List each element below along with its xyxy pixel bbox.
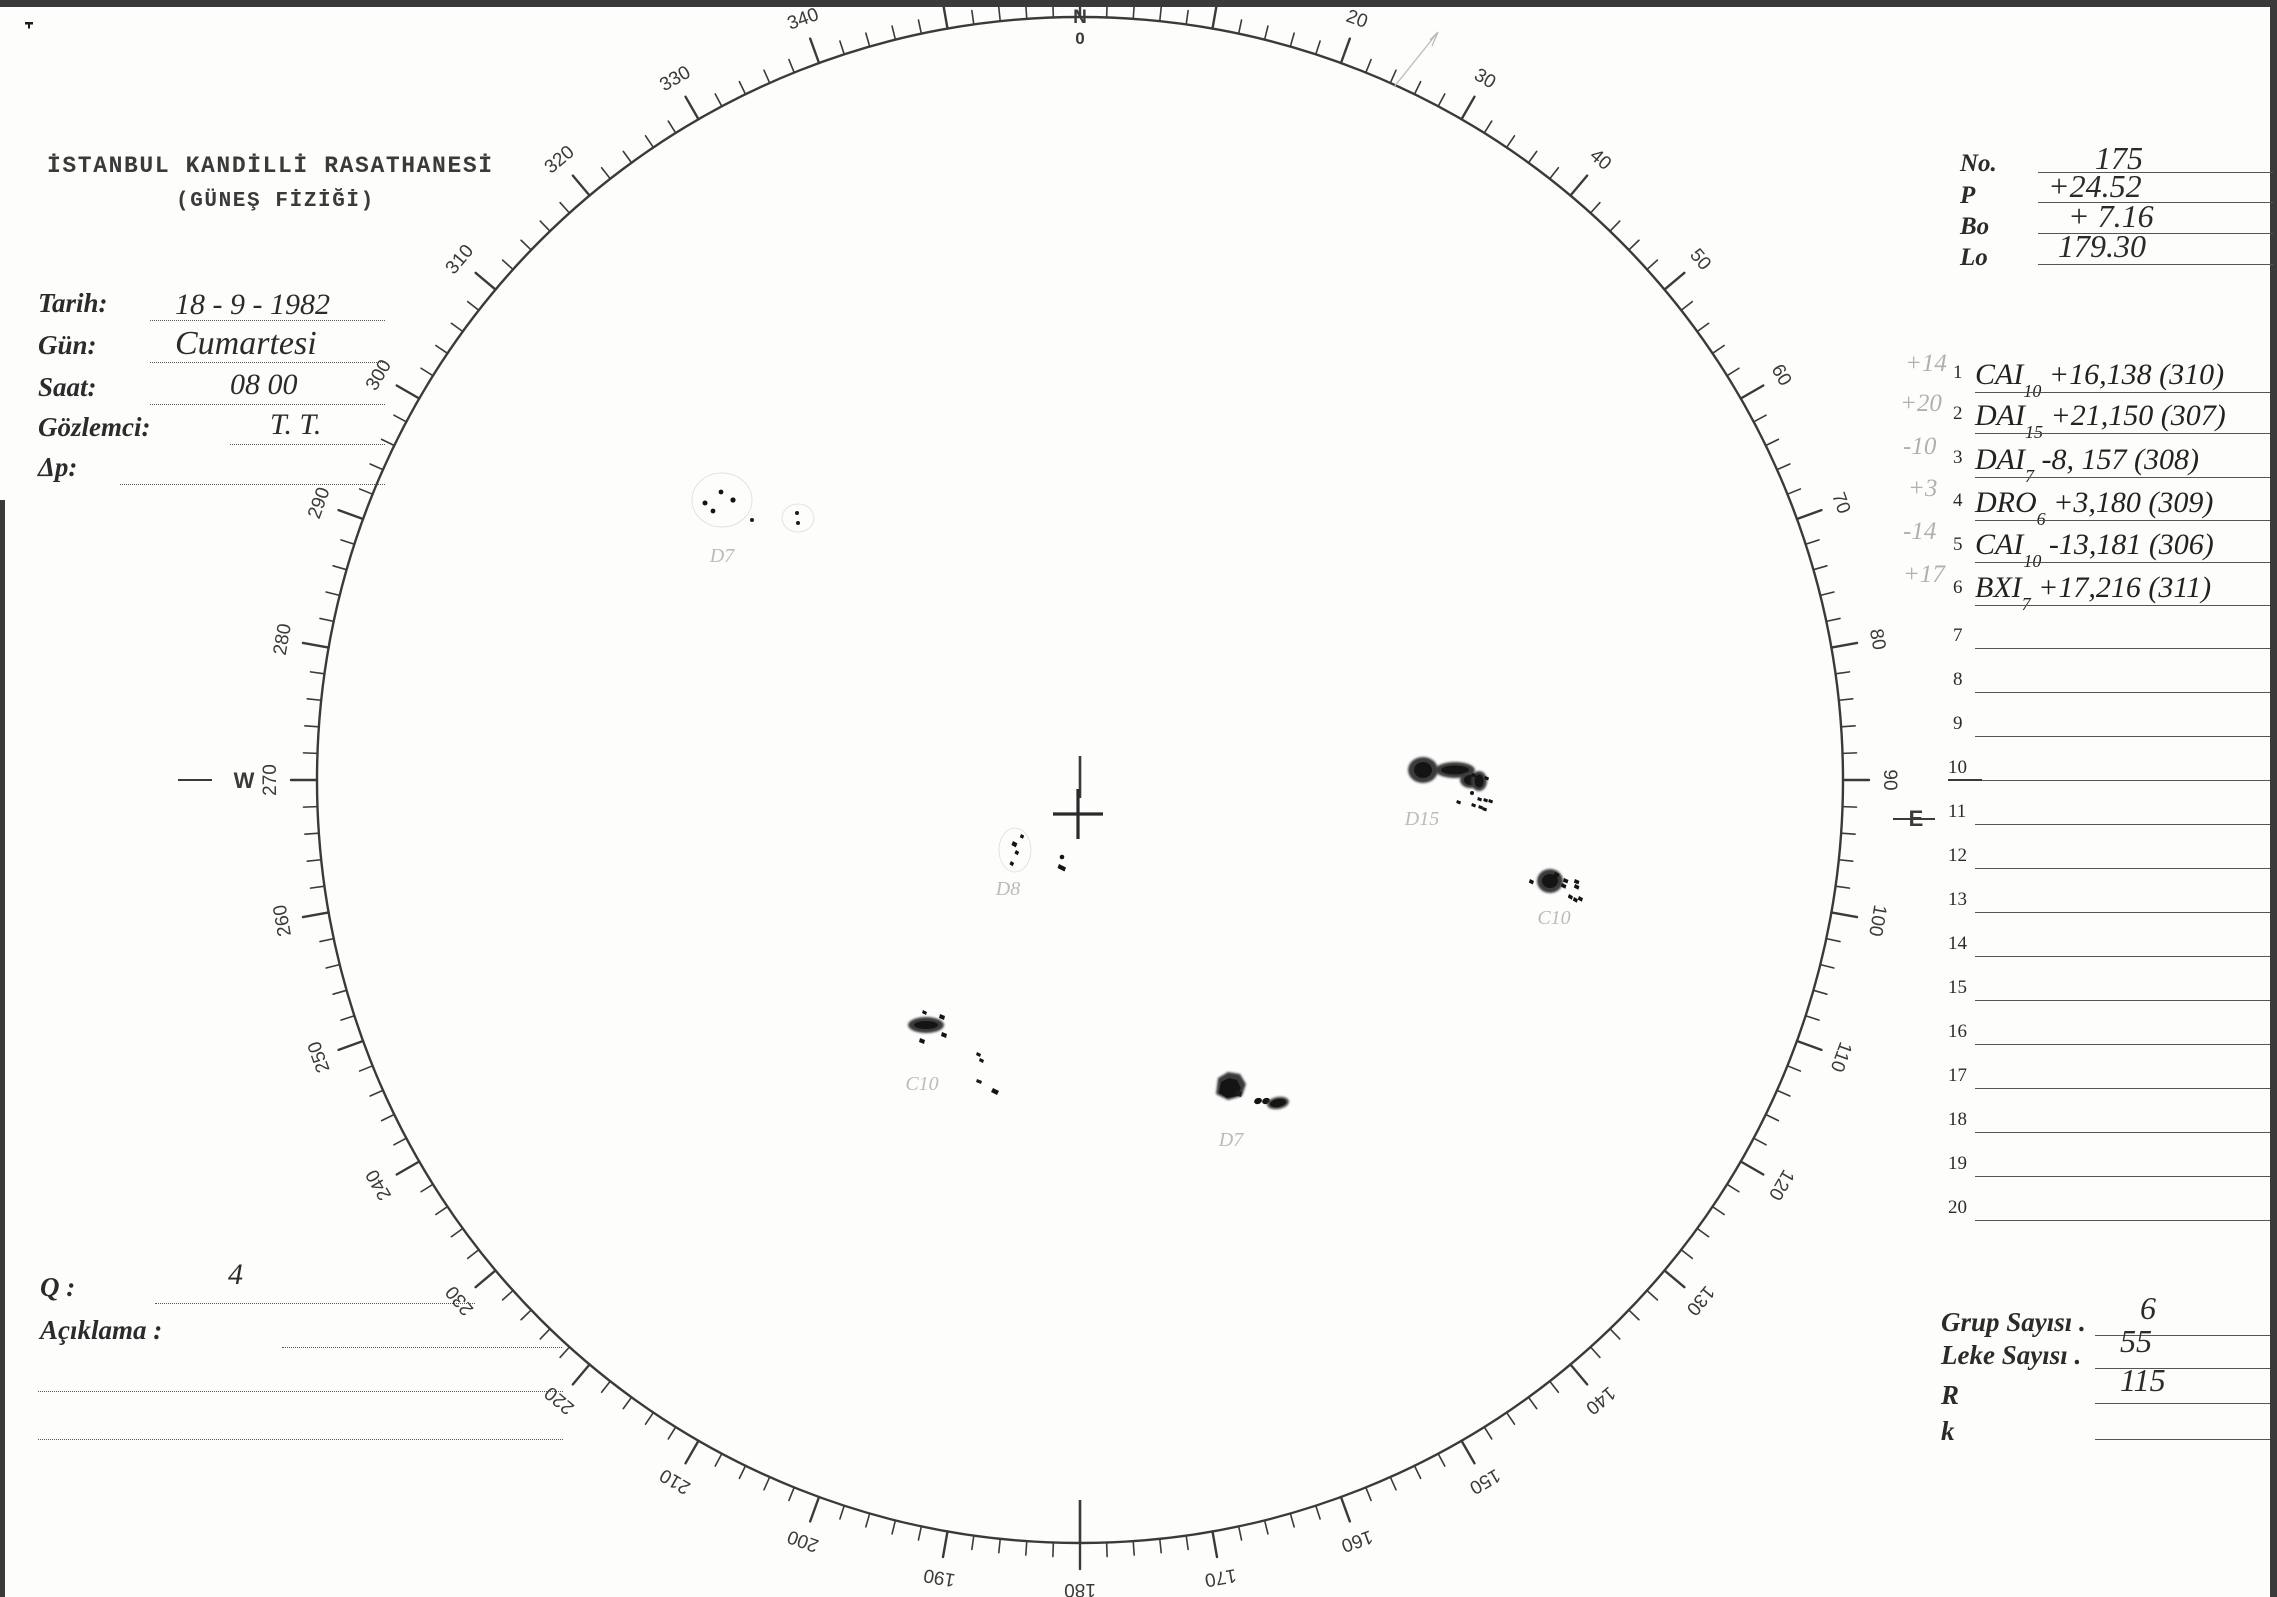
svg-text:C10: C10: [1537, 907, 1570, 929]
svg-text:320: 320: [541, 142, 579, 178]
svg-text:W: W: [234, 768, 255, 793]
svg-text:D15: D15: [1404, 808, 1439, 830]
svg-text:300: 300: [362, 356, 396, 394]
svg-text:110: 110: [1826, 1039, 1856, 1075]
svg-text:D7: D7: [709, 545, 735, 567]
svg-text:D7: D7: [1218, 1129, 1244, 1151]
svg-text:260: 260: [270, 903, 296, 938]
svg-text:40: 40: [1585, 145, 1615, 175]
svg-text:140: 140: [1581, 1382, 1619, 1418]
svg-text:130: 130: [1682, 1281, 1718, 1319]
svg-text:250: 250: [304, 1038, 335, 1075]
svg-text:280: 280: [270, 622, 296, 657]
svg-text:160: 160: [1338, 1525, 1375, 1556]
svg-text:230: 230: [442, 1281, 478, 1319]
svg-text:70: 70: [1827, 490, 1854, 517]
svg-text:80: 80: [1865, 627, 1889, 651]
svg-text:90: 90: [1879, 769, 1900, 790]
svg-text:190: 190: [922, 1564, 957, 1590]
svg-text:170: 170: [1203, 1564, 1238, 1590]
svg-text:C10: C10: [905, 1073, 938, 1095]
svg-text:240: 240: [362, 1166, 396, 1204]
svg-text:330: 330: [656, 62, 694, 96]
svg-text:150: 150: [1466, 1464, 1504, 1498]
svg-text:60: 60: [1767, 361, 1796, 390]
svg-text:290: 290: [304, 485, 335, 522]
svg-text:220: 220: [541, 1382, 579, 1418]
svg-text:310: 310: [442, 241, 478, 279]
svg-text:30: 30: [1470, 65, 1499, 94]
svg-text:E: E: [1909, 806, 1924, 831]
svg-text:180: 180: [1064, 1579, 1096, 1597]
svg-text:200: 200: [785, 1525, 822, 1556]
svg-text:210: 210: [656, 1464, 694, 1498]
svg-text:D8: D8: [995, 878, 1020, 900]
svg-text:270: 270: [260, 764, 281, 796]
svg-text:50: 50: [1685, 245, 1715, 275]
svg-text:20: 20: [1343, 6, 1370, 33]
svg-text:100: 100: [1864, 903, 1890, 938]
svg-text:120: 120: [1764, 1166, 1798, 1204]
svg-text:340: 340: [785, 4, 822, 35]
svg-text:0: 0: [1075, 29, 1084, 48]
